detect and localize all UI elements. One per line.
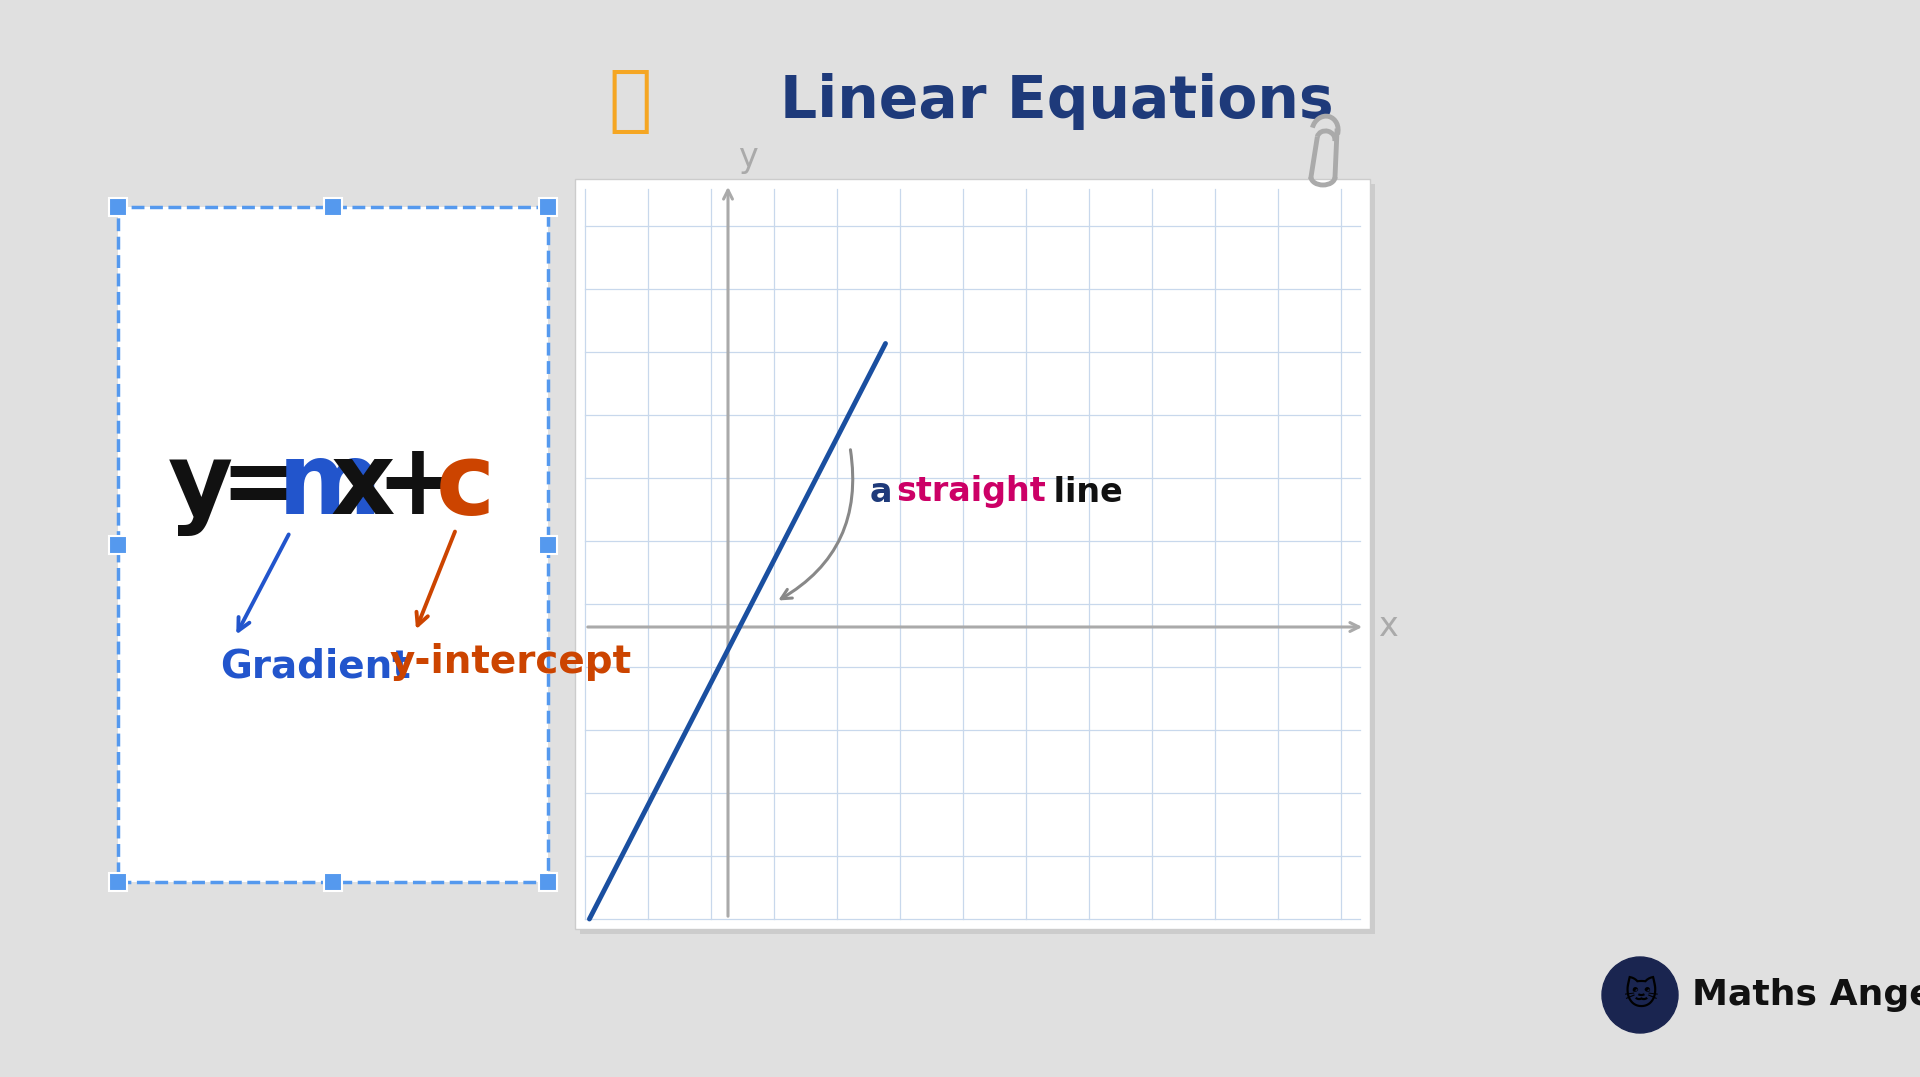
Text: y: y	[737, 141, 758, 174]
Text: x: x	[1379, 611, 1398, 643]
Bar	[540, 873, 557, 891]
Text: m: m	[278, 438, 382, 535]
Text: a: a	[870, 476, 904, 508]
Bar	[109, 198, 127, 216]
Bar	[540, 198, 557, 216]
Text: x: x	[330, 438, 394, 535]
FancyBboxPatch shape	[574, 179, 1371, 929]
FancyBboxPatch shape	[117, 207, 547, 882]
Bar	[109, 873, 127, 891]
Text: +: +	[376, 438, 495, 535]
Text: c: c	[436, 438, 495, 535]
Text: Maths Angel: Maths Angel	[1692, 978, 1920, 1012]
Text: straight: straight	[897, 476, 1046, 508]
Text: y: y	[169, 438, 232, 535]
Text: line: line	[1043, 476, 1123, 508]
Bar	[540, 535, 557, 554]
Circle shape	[1601, 957, 1678, 1033]
Text: ⏱: ⏱	[609, 68, 651, 137]
Text: 🐱: 🐱	[1622, 979, 1657, 1011]
Text: y-intercept: y-intercept	[390, 643, 632, 681]
Bar	[109, 535, 127, 554]
Bar	[324, 873, 342, 891]
FancyBboxPatch shape	[580, 184, 1375, 934]
Text: Gradient: Gradient	[221, 648, 411, 686]
Bar	[324, 198, 342, 216]
Text: =: =	[221, 438, 338, 535]
Bar	[117, 207, 547, 882]
Text: Linear Equations: Linear Equations	[780, 73, 1334, 130]
